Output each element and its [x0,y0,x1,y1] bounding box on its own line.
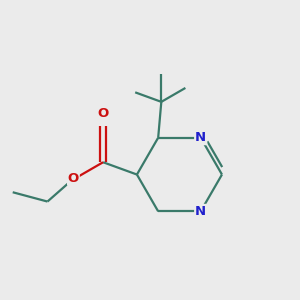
Text: N: N [195,205,206,218]
Text: N: N [195,131,206,144]
Text: O: O [68,172,79,185]
Text: O: O [98,107,109,120]
